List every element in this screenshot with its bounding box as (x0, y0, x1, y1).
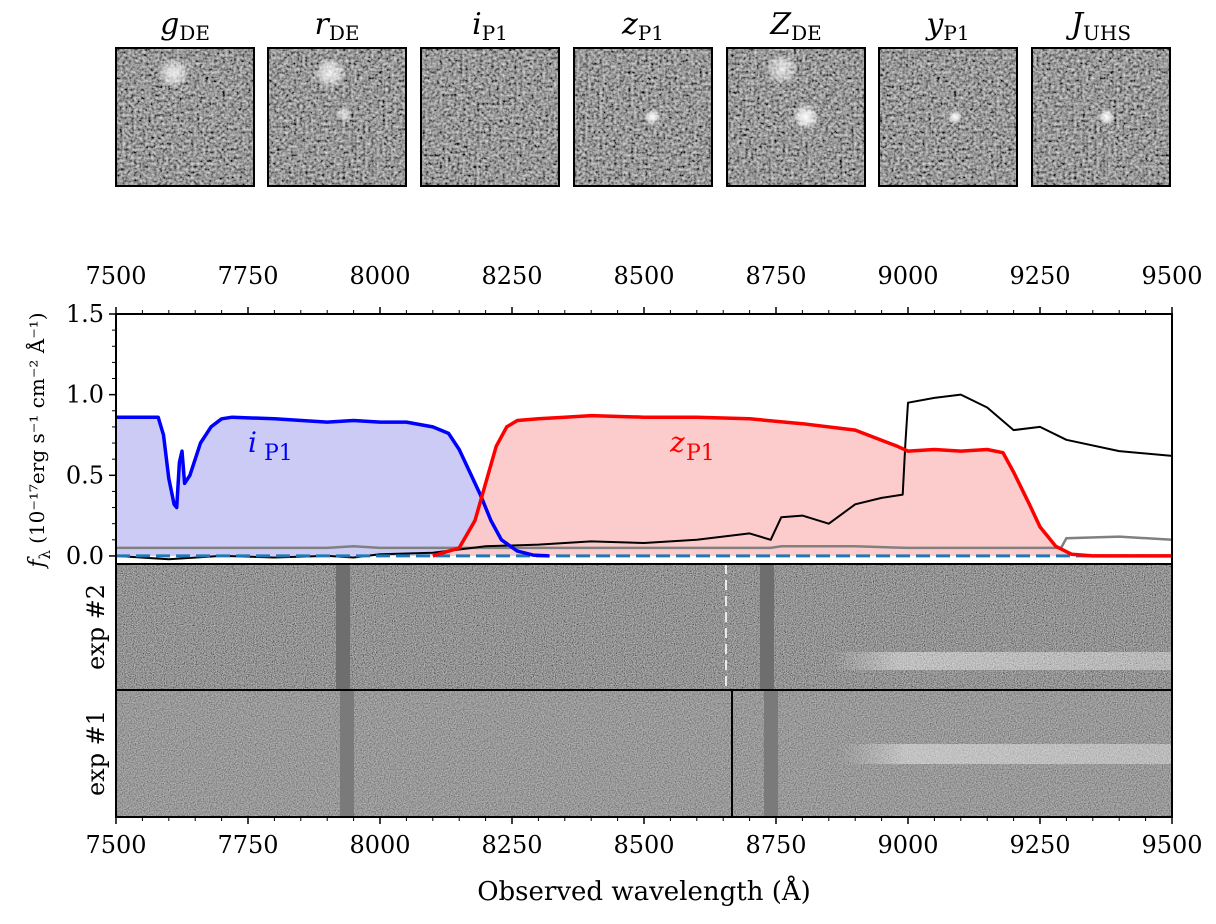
top-x-tick-label: 9500 (1141, 262, 1202, 290)
cutout-g-DE: gDE (115, 7, 255, 187)
cutout-label: gDE (160, 7, 210, 45)
cutout-label: rDE (315, 7, 360, 45)
filter-label-i-sub: P1 (264, 441, 293, 466)
x-axis-title: Observed wavelength (Å) (477, 875, 811, 907)
cutout-source (314, 56, 347, 89)
cutout-label-band: Z (769, 7, 792, 42)
y-axis-title: fλ(10⁻¹⁷erg s⁻¹ cm⁻² Å⁻¹) (24, 312, 54, 569)
cutout-label-sub: P1 (943, 21, 969, 45)
cutouts-row: gDE rDE iP1 zP1 ZDE yP1 JUHS (115, 7, 1171, 187)
cutout-J-UHS: JUHS (1031, 7, 1171, 187)
top-x-tick-label: 8250 (481, 262, 542, 290)
cutout-label-sub: DE (791, 21, 822, 45)
cutout-label-band: J (1065, 7, 1085, 42)
y-tick-label: 0.0 (66, 542, 104, 570)
exp1-panel: exp #1 (82, 689, 1173, 818)
exp2-noise (116, 564, 1172, 690)
y-axis-symbol-sub: λ (36, 549, 54, 559)
top-x-tick-label: 9250 (1009, 262, 1070, 290)
cutout-noise (574, 48, 712, 186)
bottom-x-tick-label: 7750 (217, 831, 278, 859)
exp1-gap-1 (340, 690, 354, 817)
filter-label-z-sub: P1 (686, 441, 715, 466)
cutout-label-sub: P1 (482, 21, 508, 45)
exp2-trace (830, 652, 1172, 670)
bottom-x-tick-label: 8750 (745, 831, 806, 859)
cutout-frame (115, 47, 255, 187)
cutout-frame (573, 47, 713, 187)
bottom-x-tick-label: 9500 (1141, 831, 1202, 859)
cutout-y-P1: yP1 (878, 7, 1018, 187)
cutout-label: ZDE (769, 7, 822, 45)
cutout-frame (420, 47, 560, 187)
error-line (116, 535, 1172, 550)
cutout-label: yP1 (924, 7, 969, 45)
filter-label-z-band: z (669, 426, 685, 459)
top-x-tick-label: 8500 (613, 262, 674, 290)
bottom-x-tick-label: 8500 (613, 831, 674, 859)
cutout-source (792, 104, 819, 130)
filter-label-z: z P1 (669, 426, 715, 466)
exp2-gap-2 (760, 564, 774, 690)
cutout-frame (267, 47, 407, 187)
exp2-gap-1 (336, 564, 350, 690)
cutout-z-P1: zP1 (573, 7, 713, 187)
cutout-label-sub: P1 (638, 21, 664, 45)
cutout-source (947, 110, 962, 124)
cutout-source (157, 56, 190, 89)
cutout-Z-DE: ZDE (726, 7, 866, 187)
filter-label-i-band: i (248, 426, 257, 459)
top-x-tick-label: 9000 (877, 262, 938, 290)
exp1-trace (840, 744, 1172, 764)
bottom-x-tick-label: 7500 (85, 831, 146, 859)
bottom-x-tick-label: 8000 (349, 831, 410, 859)
cutout-source (766, 52, 799, 85)
filter-label-i: i P1 (248, 426, 293, 466)
y-tick-label: 1.0 (66, 381, 104, 409)
y-tick-label: 1.5 (66, 300, 104, 328)
i-filter-fill (116, 417, 549, 556)
y-axis-units: (10⁻¹⁷erg s⁻¹ cm⁻² Å⁻¹) (24, 312, 49, 544)
bottom-x-tick-label: 9250 (1009, 831, 1070, 859)
cutout-label: zP1 (621, 7, 664, 45)
cutout-i-P1: iP1 (420, 7, 560, 187)
cutout-frame (878, 47, 1018, 187)
i-filter-curve (116, 415, 550, 558)
top-x-tick-label: 7500 (85, 262, 146, 290)
top-x-tick-label: 8000 (349, 262, 410, 290)
y-tick-label: 0.5 (66, 461, 104, 489)
cutout-r-DE: rDE (267, 7, 407, 187)
cutout-label-sub: DE (179, 21, 210, 45)
cutout-frame (726, 47, 866, 187)
cutout-source (644, 109, 661, 125)
cutout-label-sub: DE (329, 21, 360, 45)
exp1-gap-2 (764, 690, 778, 817)
flux-line (116, 393, 1172, 561)
top-x-tick-label: 7750 (217, 262, 278, 290)
cutout-label: iP1 (472, 7, 508, 45)
svg-text:fλ(10⁻¹⁷erg s⁻¹ cm⁻² Å⁻¹): fλ(10⁻¹⁷erg s⁻¹ cm⁻² Å⁻¹) (24, 312, 54, 569)
cutout-source (1098, 109, 1115, 125)
cutout-label-band: r (315, 7, 331, 42)
exp2-panel: exp #2 (82, 563, 1173, 691)
spectrum-panel: i P1 z P1 0.0 0.5 1.0 1.5 7500 7750 8000 8250 8… (66, 262, 1203, 570)
cutout-label: JUHS (1065, 7, 1131, 45)
cutout-label-band: g (160, 7, 179, 42)
cutout-frame (1031, 47, 1171, 187)
top-x-tick-label: 8750 (745, 262, 806, 290)
cutout-label-sub: UHS (1083, 21, 1131, 45)
cutout-source (335, 106, 352, 123)
exp1-label: exp #1 (82, 710, 110, 796)
z-filter-curve (432, 413, 1172, 558)
exp2-label: exp #2 (82, 584, 110, 670)
cutout-noise (421, 48, 559, 186)
bottom-x-tick-label: 9000 (877, 831, 938, 859)
bottom-x-tick-label: 8250 (481, 831, 542, 859)
cutout-label-band: i (472, 7, 482, 42)
cutout-label-band: y (924, 7, 944, 42)
cutout-label-band: z (621, 7, 638, 42)
